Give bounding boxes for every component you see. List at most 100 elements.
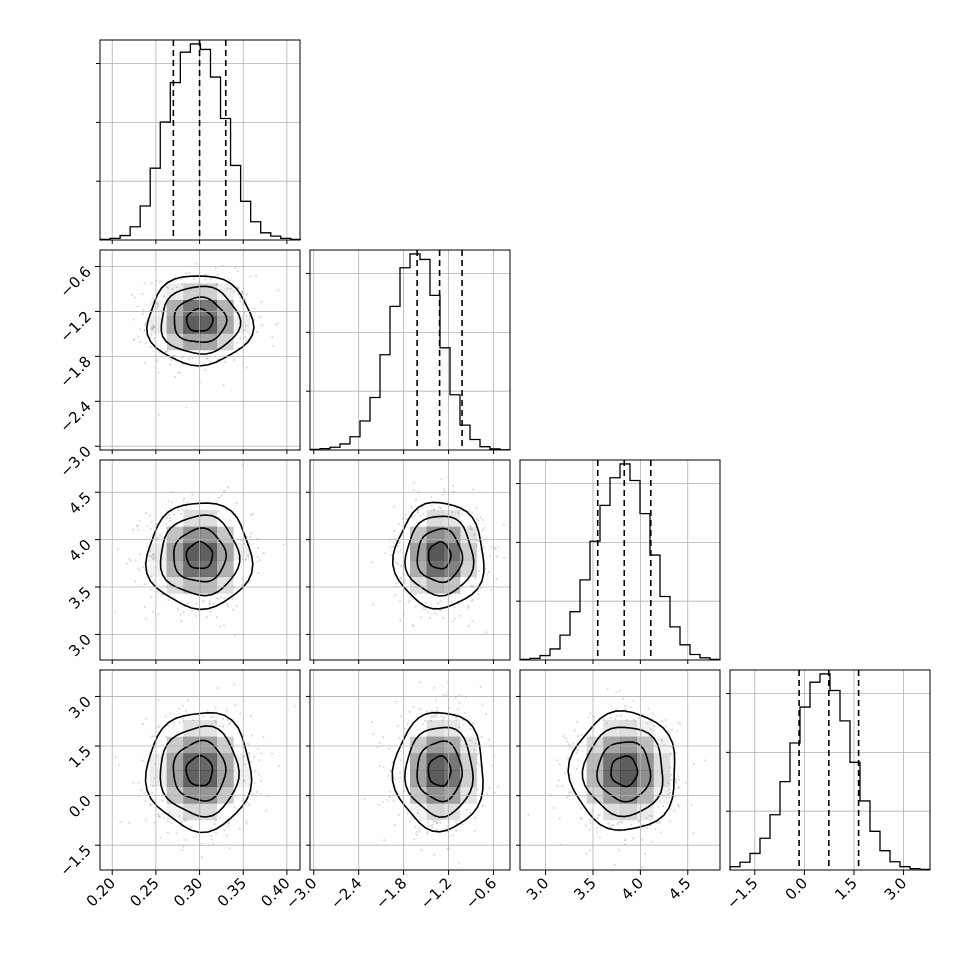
scatter-point bbox=[382, 735, 385, 739]
scatter-point bbox=[410, 506, 413, 509]
scatter-point bbox=[244, 558, 247, 561]
scatter-point bbox=[145, 717, 148, 720]
scatter-point bbox=[467, 605, 470, 608]
scatter-point bbox=[234, 634, 237, 637]
scatter-point bbox=[624, 707, 627, 711]
panel-frame bbox=[519, 669, 721, 871]
density-cell bbox=[200, 770, 217, 787]
scatter-point bbox=[558, 817, 561, 820]
scatter-point bbox=[167, 499, 170, 502]
scatter-point bbox=[149, 588, 152, 591]
density-cell bbox=[150, 316, 167, 334]
scatter-point bbox=[486, 573, 489, 576]
scatter-point bbox=[567, 757, 570, 760]
scatter-point bbox=[490, 545, 493, 548]
scatter-point bbox=[433, 612, 436, 615]
scatter-point bbox=[234, 704, 237, 707]
scatter-point bbox=[673, 809, 676, 812]
scatter-point bbox=[180, 821, 183, 824]
scatter-point bbox=[458, 726, 461, 729]
scatter-point bbox=[216, 597, 219, 600]
scatter-point bbox=[456, 708, 459, 711]
scatter-point bbox=[382, 800, 385, 804]
scatter-point bbox=[643, 852, 647, 855]
scatter-point bbox=[253, 307, 256, 310]
scatter-point bbox=[251, 512, 255, 515]
scatter-point bbox=[670, 773, 673, 776]
scatter-point bbox=[393, 777, 396, 780]
scatter-point bbox=[613, 863, 616, 867]
scatter-point bbox=[432, 823, 435, 826]
scatter-point bbox=[157, 815, 161, 818]
scatter-point bbox=[432, 508, 435, 511]
scatter-point bbox=[134, 580, 137, 583]
scatter-point bbox=[152, 558, 155, 561]
scatter-point bbox=[430, 496, 433, 499]
scatter-point bbox=[589, 849, 592, 852]
density-cell bbox=[460, 736, 477, 754]
x-tick-label: −0.6 bbox=[462, 874, 500, 912]
density-cell bbox=[426, 736, 444, 754]
scatter-point bbox=[212, 715, 215, 719]
scatter-point bbox=[184, 710, 188, 713]
scatter-point bbox=[387, 774, 390, 777]
scatter-point bbox=[435, 821, 438, 824]
scatter-point bbox=[185, 406, 188, 409]
scatter-point bbox=[414, 593, 417, 596]
scatter-point bbox=[637, 819, 641, 822]
scatter-point bbox=[152, 297, 155, 300]
x-tick-label: 3.0 bbox=[881, 874, 911, 904]
contour-line bbox=[416, 740, 464, 803]
scatter-point bbox=[651, 712, 654, 716]
scatter-point bbox=[409, 596, 412, 599]
scatter-point bbox=[414, 605, 417, 608]
scatter-point bbox=[138, 519, 141, 522]
scatter-point bbox=[422, 723, 425, 726]
scatter-point bbox=[132, 318, 135, 321]
scatter-point bbox=[137, 528, 140, 531]
scatter-point bbox=[470, 584, 473, 587]
scatter-point bbox=[378, 803, 381, 806]
scatter-point bbox=[421, 512, 424, 516]
scatter-point bbox=[245, 366, 248, 369]
scatter-point bbox=[677, 803, 680, 807]
scatter-point bbox=[153, 337, 156, 340]
scatter-point bbox=[465, 808, 468, 812]
scatter-point bbox=[149, 527, 152, 530]
scatter-point bbox=[589, 736, 592, 739]
scatter-point bbox=[144, 511, 148, 515]
scatter-point bbox=[397, 523, 401, 526]
scatter-point bbox=[137, 567, 140, 570]
scatter-point bbox=[164, 523, 168, 526]
scatter-point bbox=[473, 829, 476, 832]
scatter-point bbox=[442, 693, 445, 696]
x-tick-label: 3.5 bbox=[570, 874, 600, 904]
scatter-point bbox=[277, 289, 280, 292]
y-tick-label: 3.5 bbox=[65, 583, 95, 613]
scatter-point bbox=[493, 547, 497, 550]
scatter-point bbox=[227, 822, 230, 825]
scatter-point bbox=[133, 337, 136, 341]
panel-frame bbox=[519, 459, 721, 661]
scatter-point bbox=[223, 360, 227, 364]
scatter-point bbox=[217, 496, 221, 499]
scatter-point bbox=[200, 856, 203, 859]
density-cell bbox=[460, 560, 477, 577]
scatter-point bbox=[150, 555, 154, 558]
scatter-point bbox=[233, 289, 236, 292]
scatter-point bbox=[151, 324, 154, 327]
scatter-point bbox=[452, 484, 455, 487]
scatter-point bbox=[564, 737, 568, 740]
scatter-point bbox=[432, 820, 435, 823]
x-tick-label: 4.0 bbox=[618, 874, 648, 904]
scatter-point bbox=[143, 605, 146, 609]
scatter-point bbox=[417, 508, 420, 512]
scatter-point bbox=[389, 770, 392, 773]
scatter-point bbox=[482, 804, 485, 808]
scatter-point bbox=[139, 552, 142, 556]
scatter-point bbox=[209, 716, 213, 719]
scatter-point bbox=[654, 828, 657, 831]
scatter-point bbox=[148, 549, 152, 552]
scatter-point bbox=[182, 720, 185, 723]
scatter-point bbox=[142, 308, 145, 312]
